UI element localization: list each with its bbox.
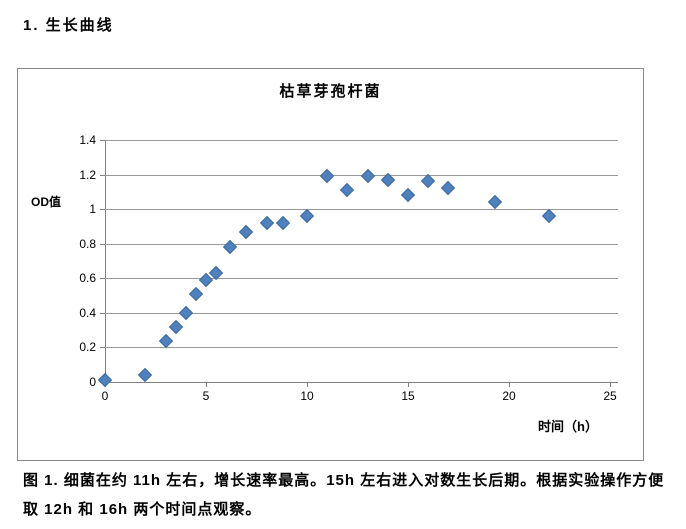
x-tick-label: 15 <box>401 389 415 403</box>
y-axis-title: OD值 <box>31 195 62 209</box>
data-point <box>441 181 456 196</box>
section-heading: 1. 生长曲线 <box>23 17 114 34</box>
data-point <box>168 319 183 334</box>
x-axis-tick <box>509 383 510 387</box>
data-point <box>360 169 375 184</box>
x-axis-tick <box>206 383 207 387</box>
data-point <box>299 208 315 224</box>
y-axis-tick <box>100 140 105 141</box>
data-point <box>97 373 113 388</box>
gridline <box>105 140 618 141</box>
plot-area: 0 0.2 0.4 0.6 0.8 1 1.2 1.4 0 5 10 15 20 25 <box>79 133 618 403</box>
data-point <box>340 183 355 198</box>
x-axis-tick <box>610 383 611 387</box>
caption-line: 图 1. 细菌在约 11h 左右，增长速率最高。15h 左右进入对数生长后期。根… <box>23 472 665 489</box>
data-point <box>239 224 254 239</box>
gridline <box>105 278 618 280</box>
y-axis-tick <box>100 347 105 349</box>
y-axis-tick <box>100 243 105 245</box>
y-tick-label: 1.4 <box>79 133 96 147</box>
x-axis-title: 时间（h） <box>538 419 598 434</box>
y-axis-line <box>105 140 106 383</box>
x-tick-label: 5 <box>202 389 210 403</box>
x-axis-line <box>105 382 618 383</box>
y-tick-label: 0 <box>89 375 96 389</box>
data-point <box>487 195 502 210</box>
data-point <box>275 215 290 231</box>
y-axis-tick <box>100 278 105 280</box>
x-axis-tick <box>307 383 308 387</box>
x-tick-label: 0 <box>101 389 109 403</box>
chart-title: 枯草芽孢杆菌 <box>279 83 382 100</box>
y-tick-label: 0.2 <box>79 340 96 355</box>
gridline <box>105 347 618 349</box>
chart-frame: 枯草芽孢杆菌 OD值 0 0.2 0.4 0.6 0.8 1 1.2 1.4 0 5 10 15 20 2… <box>17 68 644 461</box>
data-point <box>542 208 557 224</box>
x-tick-label: 10 <box>300 389 314 403</box>
data-point <box>158 333 173 348</box>
y-axis-tick <box>100 312 105 314</box>
data-point <box>421 174 436 189</box>
x-axis-tick <box>408 383 409 387</box>
gridline <box>105 243 618 245</box>
y-axis-tick <box>100 174 105 176</box>
figure-caption: 图 1. 细菌在约 11h 左右，增长速率最高。15h 左右进入对数生长后期。根… <box>23 466 671 524</box>
y-tick-label: 0.4 <box>79 305 96 320</box>
data-point <box>400 188 416 203</box>
data-point <box>138 368 153 383</box>
gridline <box>105 209 618 211</box>
y-tick-label: 1.2 <box>79 167 96 182</box>
y-tick-label: 0.8 <box>79 236 96 251</box>
caption-line: 取 12h 和 16h 两个时间点观察。 <box>23 501 262 518</box>
x-tick-label: 25 <box>603 389 617 403</box>
data-point <box>223 240 238 255</box>
y-tick-label: 1 <box>89 202 96 217</box>
y-tick-label: 0.6 <box>79 271 96 286</box>
data-point <box>320 169 335 184</box>
data-point <box>259 215 274 231</box>
data-point <box>188 286 203 301</box>
data-point <box>178 305 193 320</box>
x-tick-label: 20 <box>502 389 516 403</box>
y-axis-tick <box>100 209 105 211</box>
gridline <box>105 312 618 314</box>
